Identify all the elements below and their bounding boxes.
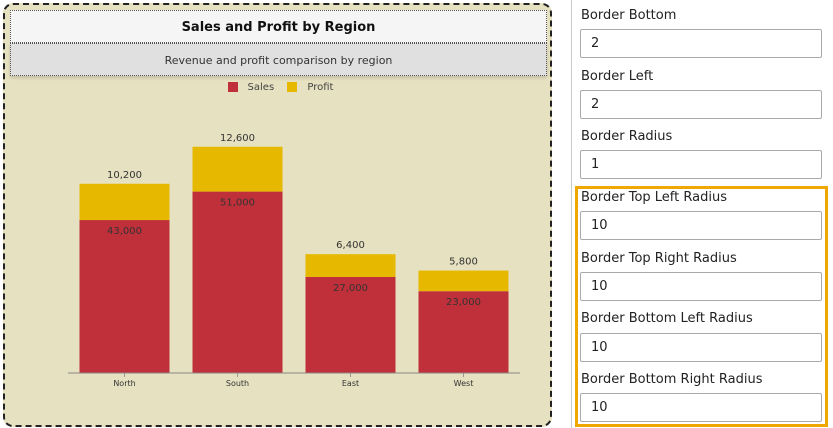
bar-profit-west xyxy=(418,270,509,292)
border-bottom-left-radius-input[interactable]: 10 xyxy=(580,333,822,362)
bar-sales-north xyxy=(79,220,170,373)
border-left-input[interactable]: 2 xyxy=(580,90,822,119)
data-label-profit: 10,200 xyxy=(107,170,142,181)
data-label-sales: 27,000 xyxy=(333,283,368,294)
bar-profit-north xyxy=(79,183,170,221)
bar-sales-east xyxy=(305,276,396,373)
chart-card: Sales and Profit by Region Revenue and p… xyxy=(3,3,552,427)
highlighted-radius-group xyxy=(575,186,828,427)
border-top-left-radius-input[interactable]: 10 xyxy=(580,211,822,240)
data-label-profit: 6,400 xyxy=(336,240,365,251)
x-tick-label: East xyxy=(342,379,359,388)
legend-label-profit: Profit xyxy=(307,82,334,93)
chart-subtitle: Revenue and profit comparison by region xyxy=(10,43,547,76)
data-label-profit: 12,600 xyxy=(220,133,255,144)
plot-area: 43,000 10,200 North 51,000 12,600 South 27,000… xyxy=(68,133,520,388)
border-bottom-left-radius-label: Border Bottom Left Radius xyxy=(581,311,753,326)
border-radius-label: Border Radius xyxy=(581,129,673,144)
legend: Sales Profit xyxy=(5,82,550,93)
bar-sales-south xyxy=(192,191,283,373)
bar-sales-west xyxy=(418,291,509,373)
border-top-left-radius-label: Border Top Left Radius xyxy=(581,190,727,205)
x-tick-label: North xyxy=(113,379,135,388)
data-label-sales: 23,000 xyxy=(446,297,481,308)
border-bottom-label: Border Bottom xyxy=(581,8,677,23)
chart-title: Sales and Profit by Region xyxy=(10,10,547,43)
border-top-right-radius-label: Border Top Right Radius xyxy=(581,251,737,266)
border-left-label: Border Left xyxy=(581,69,654,84)
properties-panel: Border Bottom 2 Border Left 2 Border Radius 1… xyxy=(571,0,833,428)
bar-profit-south xyxy=(192,146,283,192)
data-label-profit: 5,800 xyxy=(449,257,478,268)
x-tick-label: South xyxy=(226,379,249,388)
border-bottom-right-radius-input[interactable]: 10 xyxy=(580,393,822,422)
legend-swatch-sales xyxy=(227,82,238,92)
legend-swatch-profit xyxy=(287,82,298,92)
x-tick-label: West xyxy=(454,379,474,388)
border-bottom-right-radius-label: Border Bottom Right Radius xyxy=(581,372,763,387)
bar-profit-east xyxy=(305,254,396,277)
data-label-sales: 51,000 xyxy=(220,198,255,209)
legend-label-sales: Sales xyxy=(247,82,275,93)
border-top-right-radius-input[interactable]: 10 xyxy=(580,272,822,301)
border-bottom-input[interactable]: 2 xyxy=(580,29,822,58)
data-label-sales: 43,000 xyxy=(107,226,142,237)
border-radius-input[interactable]: 1 xyxy=(580,150,822,179)
